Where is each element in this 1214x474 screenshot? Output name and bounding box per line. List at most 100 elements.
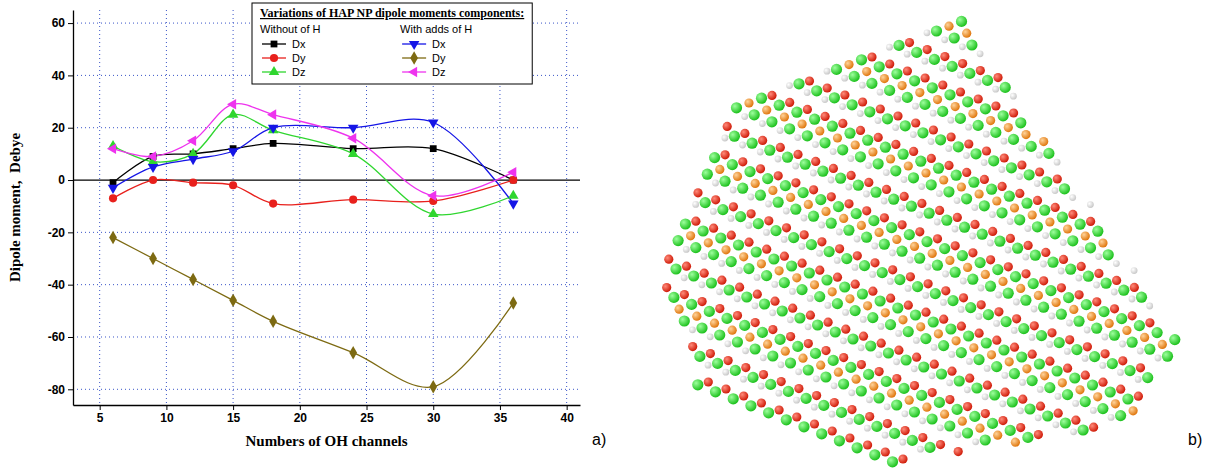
- atom: [1038, 302, 1049, 313]
- atom: [1099, 362, 1106, 369]
- atom: [729, 202, 738, 211]
- atom: [780, 252, 789, 261]
- atom: [811, 85, 822, 96]
- marker: [229, 294, 237, 307]
- atom: [1081, 371, 1090, 380]
- atom: [907, 435, 918, 446]
- atom: [1062, 389, 1073, 400]
- atom: [752, 302, 759, 309]
- atom: [1018, 395, 1027, 404]
- atom: [838, 119, 847, 128]
- atom: [1087, 312, 1096, 321]
- atom: [839, 214, 848, 223]
- atom: [1032, 221, 1043, 232]
- atom: [809, 114, 820, 125]
- atom: [930, 110, 937, 117]
- atom: [1026, 141, 1037, 152]
- atom: [871, 421, 882, 432]
- atom: [1142, 372, 1153, 383]
- marker: [189, 179, 197, 187]
- atom: [1109, 330, 1120, 341]
- atom: [736, 267, 743, 274]
- atom: [798, 259, 807, 268]
- y-tick-label: 40: [52, 69, 66, 83]
- atom: [804, 339, 813, 348]
- series-line: [113, 114, 513, 215]
- atom: [845, 184, 852, 191]
- atom: [1146, 303, 1153, 310]
- atom: [1075, 385, 1084, 394]
- legend-label: Dz: [292, 66, 305, 78]
- marker: [349, 346, 357, 359]
- atom: [905, 285, 912, 292]
- series-line: [113, 104, 513, 197]
- atom: [875, 367, 884, 376]
- atom: [1059, 183, 1070, 194]
- atom: [735, 211, 746, 222]
- atom: [700, 197, 711, 208]
- atom: [958, 417, 967, 426]
- atom: [728, 393, 739, 404]
- atom: [757, 259, 766, 268]
- atom: [1044, 382, 1055, 393]
- atom: [717, 276, 726, 285]
- atom: [846, 418, 853, 425]
- atom: [869, 271, 876, 278]
- atom: [1059, 255, 1068, 264]
- atom: [877, 267, 888, 278]
- atom: [775, 405, 784, 414]
- x-axis-title: Numbers of OH channels: [245, 433, 407, 449]
- atom: [1024, 403, 1035, 414]
- atom: [834, 435, 845, 446]
- atom: [871, 243, 878, 250]
- atom: [1018, 323, 1029, 334]
- atom: [675, 305, 684, 314]
- atom: [881, 447, 890, 456]
- atom: [692, 312, 701, 321]
- atom: [750, 343, 761, 354]
- atom: [951, 170, 962, 181]
- atom: [836, 407, 847, 418]
- atom: [786, 332, 795, 341]
- atom: [856, 54, 867, 65]
- atom: [962, 29, 971, 38]
- atom: [924, 279, 933, 288]
- atom: [954, 447, 963, 456]
- atom: [742, 347, 749, 354]
- marker: [269, 200, 277, 208]
- atom: [947, 367, 956, 376]
- series-line: [113, 179, 513, 205]
- atom: [913, 337, 920, 344]
- y-tick: -80: [48, 383, 73, 397]
- x-tick-label: 20: [294, 411, 308, 425]
- atom: [1000, 82, 1011, 93]
- atom: [706, 349, 715, 358]
- atom: [912, 353, 921, 362]
- atom: [804, 267, 815, 278]
- atom: [851, 280, 860, 289]
- atom: [875, 295, 886, 306]
- atom: [694, 351, 705, 362]
- atom: [721, 313, 732, 324]
- atom: [1017, 160, 1026, 169]
- atom: [892, 235, 901, 244]
- atom: [1078, 246, 1085, 253]
- atom: [1052, 298, 1061, 307]
- atom: [892, 374, 901, 383]
- atom: [851, 208, 862, 219]
- atom: [819, 137, 830, 148]
- atom: [869, 382, 878, 391]
- atom: [761, 270, 772, 281]
- atom: [862, 135, 873, 146]
- atom: [1021, 269, 1030, 278]
- x-tick-label: 15: [227, 411, 241, 425]
- atom: [809, 185, 818, 194]
- atom: [1040, 261, 1047, 268]
- atom: [968, 109, 977, 118]
- atom: [1004, 123, 1013, 132]
- atom: [1009, 108, 1018, 117]
- atom: [882, 113, 893, 124]
- atom: [912, 103, 919, 110]
- atom: [887, 278, 894, 285]
- atom: [1012, 314, 1021, 323]
